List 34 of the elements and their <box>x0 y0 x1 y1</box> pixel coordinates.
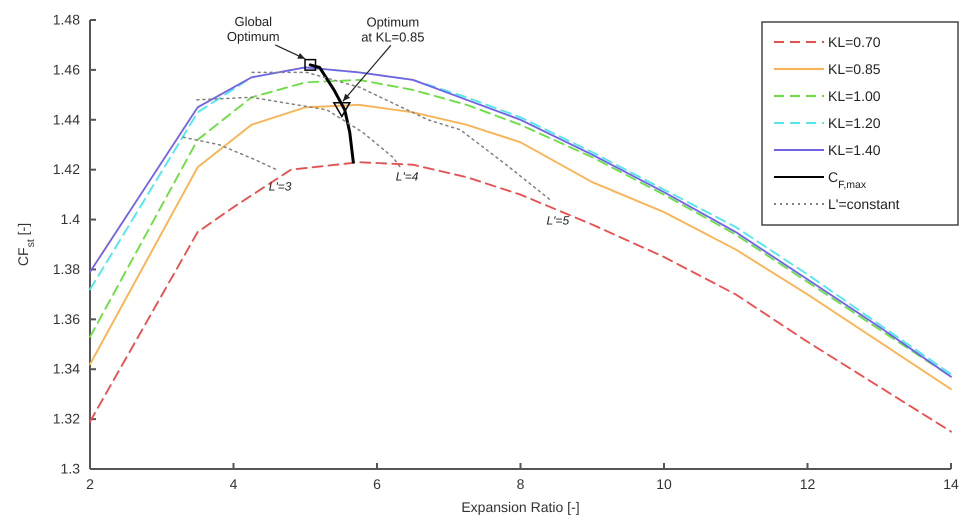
y-tick-label: 1.38 <box>52 260 80 277</box>
legend-label: KL=0.85 <box>828 61 881 77</box>
annotation: L'=3 <box>268 180 292 194</box>
legend-label: L'=constant <box>828 196 900 212</box>
legend-label: KL=1.00 <box>828 88 881 104</box>
annotation: Global Optimum <box>226 14 280 44</box>
line-series <box>182 136 278 170</box>
y-tick-label: 1.32 <box>52 410 80 427</box>
x-tick-label: 8 <box>516 476 525 492</box>
x-tick-label: 12 <box>800 476 816 492</box>
y-tick-label: 1.42 <box>52 161 80 178</box>
line-series <box>251 72 551 200</box>
line-series <box>89 161 952 432</box>
x-tick-label: 2 <box>86 476 94 492</box>
line-series <box>196 96 403 170</box>
annotation: L'=4 <box>396 170 419 184</box>
legend-label: KL=0.70 <box>828 34 881 50</box>
annotation: Optimum at KL=0.85 <box>361 14 424 44</box>
x-tick-label: 6 <box>373 476 382 492</box>
legend-label: KL=1.20 <box>828 115 881 131</box>
y-tick-label: 1.46 <box>52 61 80 78</box>
annotation: L'=5 <box>546 214 570 228</box>
y-tick-label: 1.44 <box>52 111 80 128</box>
y-tick-label: 1.36 <box>52 310 80 327</box>
x-tick-label: 14 <box>943 476 959 492</box>
y-tick-label: 1.3 <box>60 460 80 476</box>
x-tick-label: 10 <box>656 476 672 492</box>
legend-label: KL=1.40 <box>828 142 881 158</box>
y-tick-label: 1.34 <box>52 360 80 377</box>
y-tick-label: 1.48 <box>52 11 80 28</box>
legend-label: C$_{F,max}$ <box>828 169 867 191</box>
y-tick-label: 1.4 <box>60 211 80 228</box>
x-axis-title: Expansion Ratio [-] <box>461 499 580 515</box>
x-tick-label: 4 <box>230 476 238 492</box>
